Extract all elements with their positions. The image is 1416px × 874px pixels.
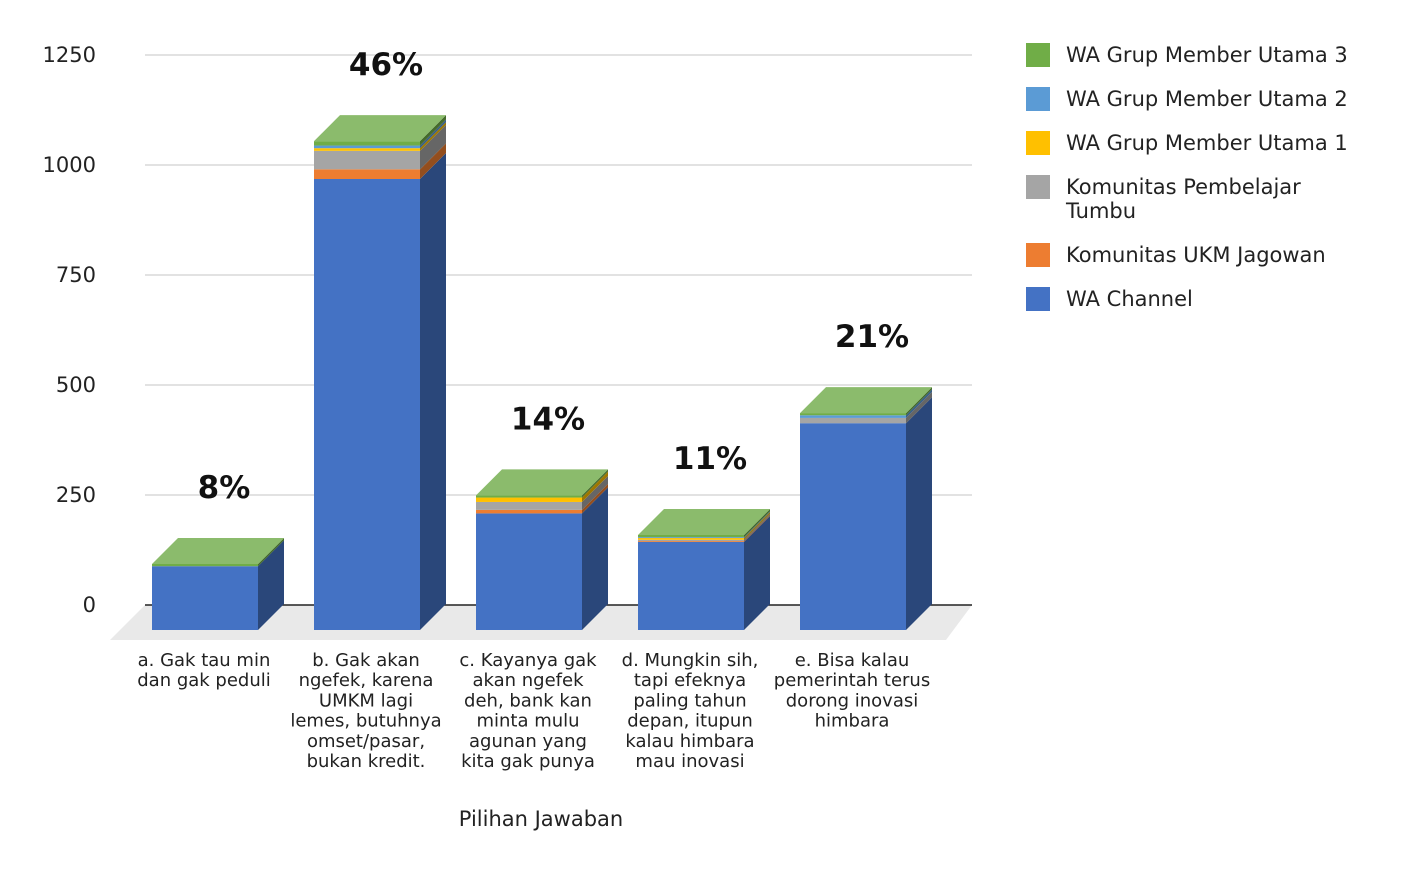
bar-segment bbox=[800, 413, 906, 416]
bars bbox=[152, 115, 932, 630]
bar-segment-side bbox=[744, 508, 770, 538]
bar-segment bbox=[314, 169, 420, 179]
bar-segment bbox=[152, 564, 258, 567]
bar-top-face bbox=[638, 508, 770, 535]
bar-segment bbox=[638, 534, 744, 538]
bar-stack bbox=[314, 115, 446, 630]
bar-segment-side bbox=[420, 115, 446, 146]
bar-segment bbox=[800, 423, 906, 630]
bar-segment-side bbox=[906, 387, 932, 416]
bar-top-face bbox=[800, 387, 932, 414]
percent-label: 21% bbox=[835, 319, 909, 355]
bar-segment bbox=[476, 495, 582, 498]
legend-swatch bbox=[1026, 87, 1050, 111]
bar-segment-side bbox=[420, 153, 446, 630]
category-label: d. Mungkin sih, tapi efeknya paling tahun d… bbox=[622, 650, 759, 772]
bar-segment-side bbox=[906, 397, 932, 630]
bar-segment bbox=[638, 542, 744, 630]
legend-swatch bbox=[1026, 131, 1050, 155]
legend-swatch bbox=[1026, 287, 1050, 311]
y-tick-label: 250 bbox=[56, 483, 96, 507]
bar-segment-side bbox=[420, 122, 446, 151]
legend-swatch bbox=[1026, 43, 1050, 67]
legend-swatch bbox=[1026, 243, 1050, 267]
bar-segment-side bbox=[744, 516, 770, 630]
bar-segment bbox=[314, 145, 420, 149]
percent-label: 14% bbox=[511, 401, 585, 437]
bar-segment-side bbox=[582, 469, 608, 498]
category-label: b. Gak akan ngefek, karena UMKM lagi lemes,… bbox=[290, 650, 441, 772]
legend-label: WA Grup Member Utama 2 bbox=[1066, 87, 1348, 111]
y-tick-label: 750 bbox=[56, 263, 96, 287]
bar-segment-side bbox=[582, 483, 608, 514]
bar-segment-side bbox=[420, 119, 446, 149]
category-label: c. Kayanya gak akan ngefek deh, bank kan mi… bbox=[459, 650, 597, 772]
bar-segment bbox=[638, 539, 744, 542]
bar-segment bbox=[314, 148, 420, 151]
bar-top-face bbox=[314, 115, 446, 142]
bar-segment-side bbox=[744, 513, 770, 542]
y-tick-label: 1250 bbox=[43, 43, 96, 67]
bar-stack bbox=[800, 387, 932, 630]
legend-swatch bbox=[1026, 175, 1050, 199]
x-axis-title: Pilihan Jawaban bbox=[459, 807, 623, 831]
percent-label: 46% bbox=[349, 47, 423, 83]
percent-label: 8% bbox=[198, 470, 251, 506]
bar-stack bbox=[476, 469, 608, 630]
bar-stack bbox=[152, 538, 284, 630]
bar-segment bbox=[476, 513, 582, 630]
bar-segment-side bbox=[420, 124, 446, 170]
y-tick-label: 0 bbox=[83, 593, 96, 617]
bar-segment-side bbox=[744, 512, 770, 540]
y-tick-label: 1000 bbox=[43, 153, 96, 177]
bar-segment bbox=[314, 179, 420, 630]
bar-segment bbox=[476, 497, 582, 502]
bar-segment-side bbox=[744, 515, 770, 542]
bar-segment-side bbox=[582, 487, 608, 630]
bar-segment-side bbox=[420, 143, 446, 179]
legend-label: WA Grup Member Utama 1 bbox=[1066, 131, 1348, 155]
bar-segment bbox=[638, 541, 744, 542]
bar-segment-side bbox=[744, 511, 770, 539]
legend-label: WA Channel bbox=[1066, 287, 1193, 311]
bar-segment bbox=[476, 501, 582, 510]
bar-segment bbox=[152, 566, 258, 630]
bar-segment-side bbox=[258, 540, 284, 630]
bar-segment bbox=[314, 150, 420, 170]
bar-segment-side bbox=[582, 471, 608, 502]
bar-segment bbox=[800, 415, 906, 418]
legend: WA Grup Member Utama 3 WA Grup Member Uta… bbox=[1026, 43, 1348, 311]
legend-label: Komunitas Pembelajar Tumbu bbox=[1065, 175, 1301, 223]
category-labels: 8% a. Gak tau min dan gak peduli 46% b. Gak … bbox=[137, 47, 930, 772]
bar-segment bbox=[476, 509, 582, 514]
bar-segment-side bbox=[582, 475, 608, 510]
bar-top-face bbox=[152, 538, 284, 564]
bar-segment bbox=[800, 417, 906, 424]
y-axis: 0 250 500 750 1000 1250 bbox=[43, 43, 96, 617]
bar-segment-side bbox=[258, 538, 284, 567]
percent-label: 11% bbox=[673, 441, 747, 477]
bar-top-face bbox=[476, 469, 608, 496]
legend-label: WA Grup Member Utama 3 bbox=[1066, 43, 1348, 67]
bar-segment-side bbox=[906, 389, 932, 418]
legend-label: Komunitas UKM Jagowan bbox=[1066, 243, 1326, 267]
category-label: a. Gak tau min dan gak peduli bbox=[137, 650, 271, 691]
y-tick-label: 500 bbox=[56, 373, 96, 397]
bar-segment-side bbox=[906, 391, 932, 424]
bar-segment bbox=[638, 537, 744, 539]
bar-segment bbox=[638, 538, 744, 540]
bar-segment bbox=[314, 141, 420, 146]
bar-stack bbox=[638, 508, 770, 630]
category-label: e. Bisa kalau pemerintah terus dorong inov… bbox=[774, 650, 930, 732]
